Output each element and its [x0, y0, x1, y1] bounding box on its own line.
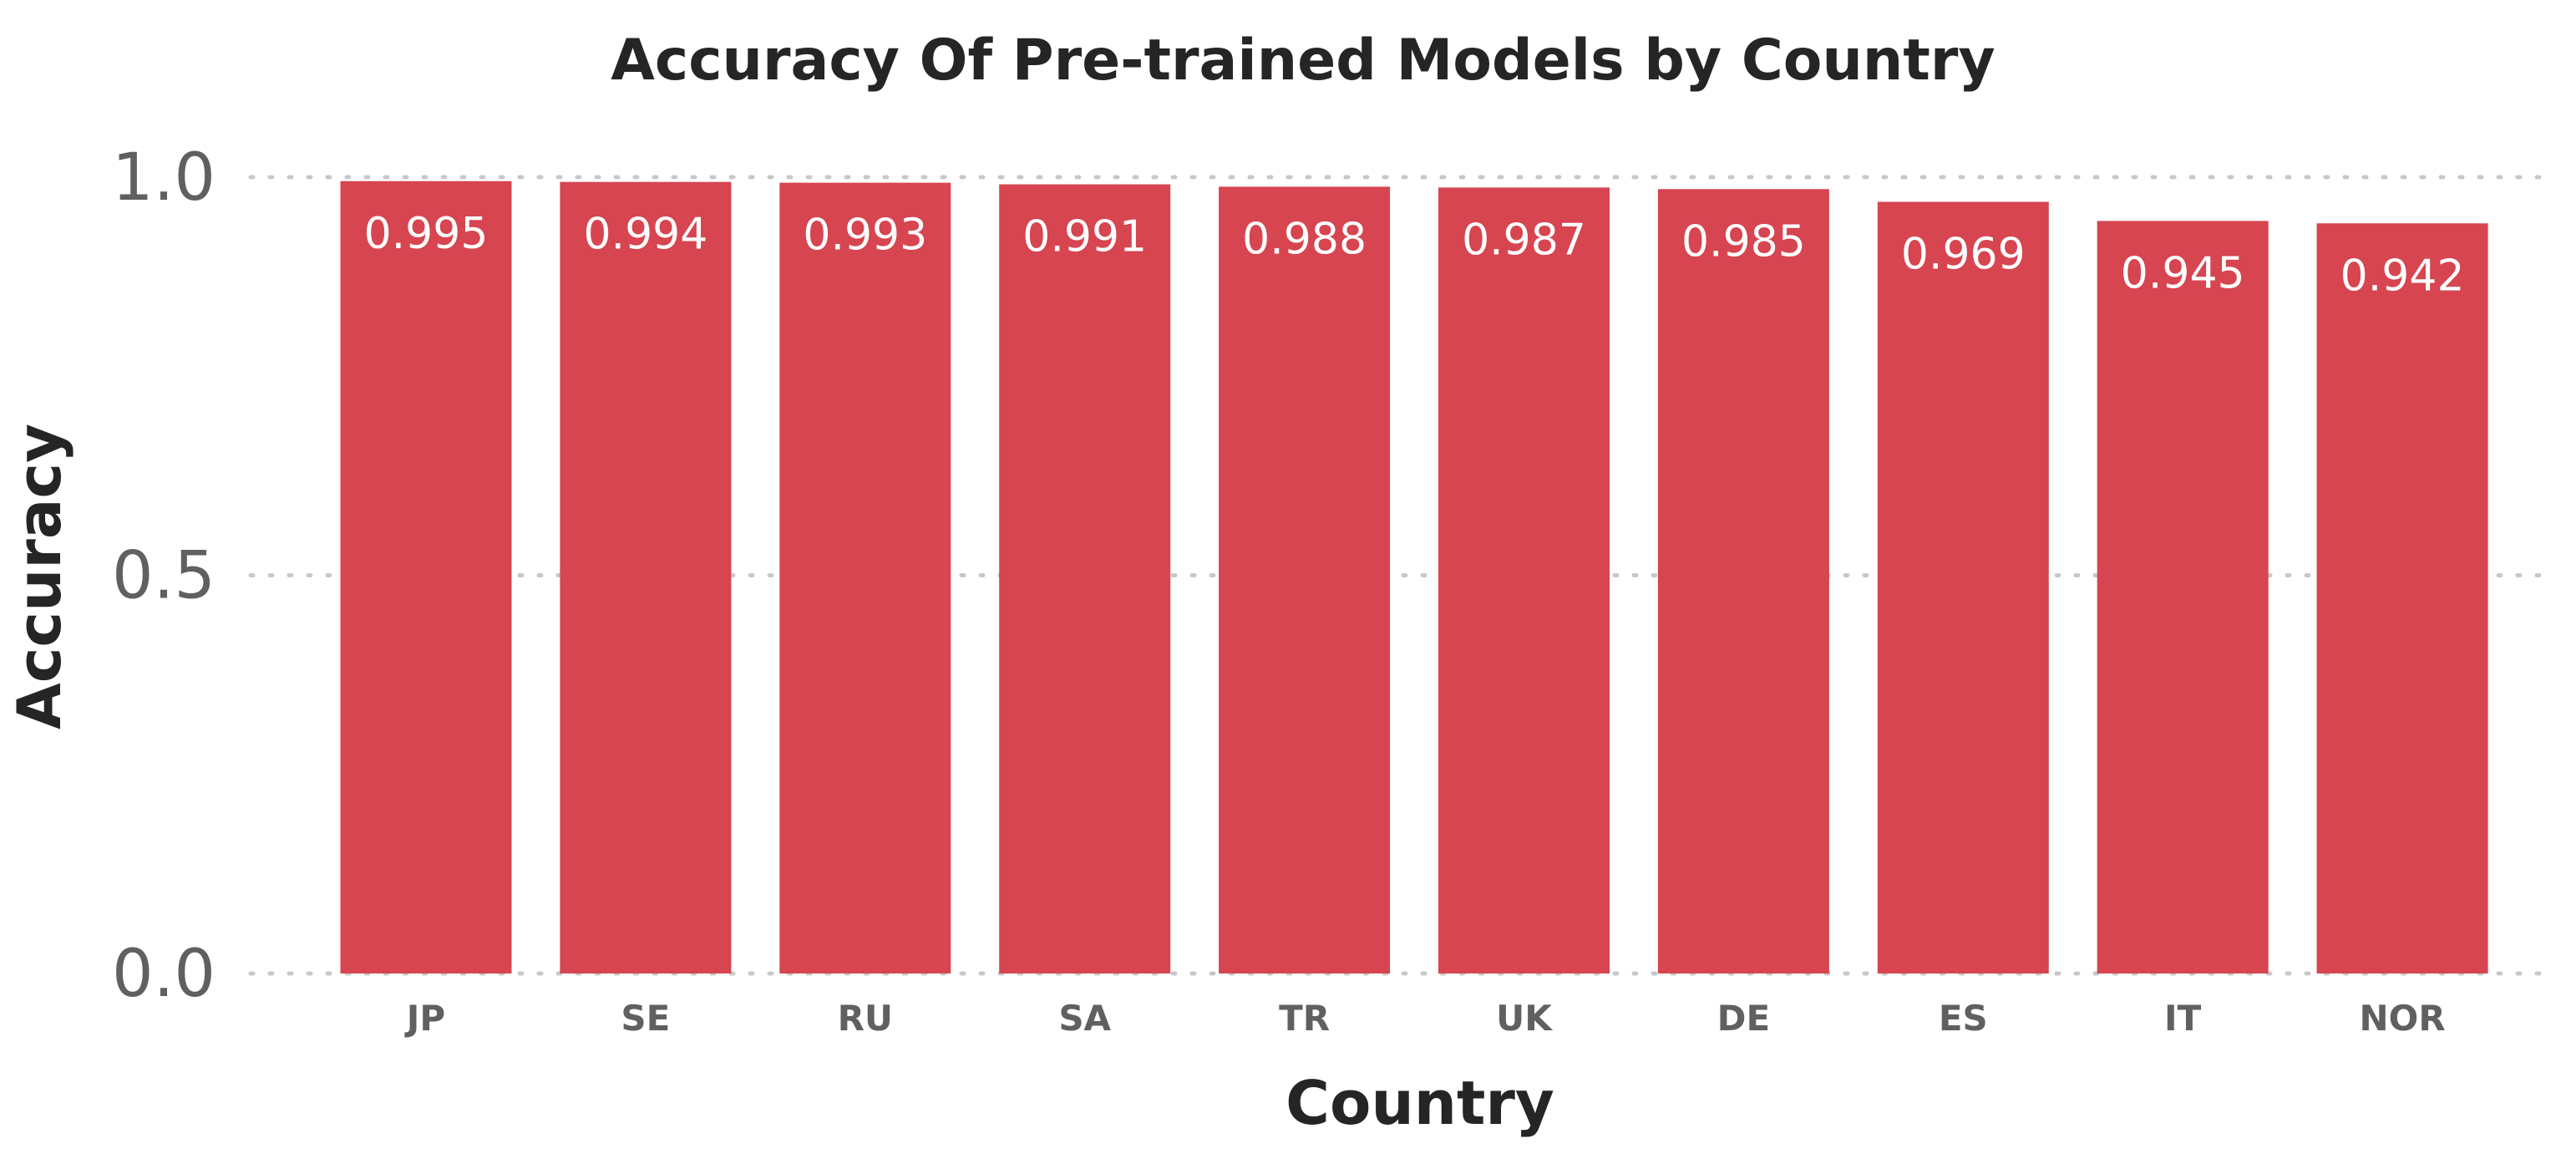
data-label-nor: 0.942 — [2340, 251, 2465, 301]
x-axis-title: Country — [1285, 1068, 1554, 1138]
data-label-uk: 0.987 — [1462, 215, 1586, 265]
bar-tr — [1219, 186, 1391, 973]
x-tick-label-ru: RU — [838, 998, 893, 1039]
x-tick-label-it: IT — [2164, 998, 2202, 1039]
bar-es — [1877, 201, 2049, 974]
bars — [340, 180, 2488, 974]
data-label-se: 0.994 — [583, 210, 707, 260]
x-axis-ticks: JP SE RU SA TR UK DE ES IT NOR — [404, 998, 2446, 1039]
bar-sa — [999, 184, 1171, 973]
x-tick-label-de: DE — [1717, 998, 1771, 1039]
bar-nor — [2316, 223, 2488, 973]
x-tick-label-tr: TR — [1279, 998, 1330, 1039]
y-tick-label: 0.5 — [112, 539, 216, 614]
y-axis-ticks: 0.0 0.5 1.0 — [112, 140, 216, 1012]
bar-uk — [1438, 187, 1610, 973]
chart-title: Accuracy Of Pre-trained Models by Countr… — [611, 28, 1995, 94]
x-tick-label-se: SE — [621, 998, 670, 1039]
y-tick-label: 1.0 — [112, 140, 216, 216]
data-labels: 0.995 0.994 0.993 0.991 0.988 0.987 0.985 0.969… — [364, 209, 2465, 302]
data-label-es: 0.969 — [1901, 230, 2026, 280]
bar-ru — [779, 182, 951, 973]
bar-jp — [340, 180, 512, 973]
y-tick-label: 0.0 — [112, 937, 216, 1012]
data-label-tr: 0.988 — [1242, 214, 1367, 264]
data-label-it: 0.945 — [2121, 248, 2245, 298]
bar-de — [1657, 189, 1829, 974]
y-axis-title: Accuracy — [4, 424, 74, 729]
x-tick-label-jp: JP — [404, 998, 445, 1039]
data-label-de: 0.985 — [1681, 216, 1806, 267]
bar-it — [2097, 221, 2269, 973]
data-label-ru: 0.993 — [803, 211, 927, 261]
x-tick-label-uk: UK — [1496, 998, 1553, 1039]
x-tick-label-nor: NOR — [2359, 998, 2445, 1039]
bar-se — [560, 181, 732, 973]
x-tick-label-sa: SA — [1058, 998, 1111, 1039]
x-tick-label-es: ES — [1939, 998, 1988, 1039]
data-label-sa: 0.991 — [1022, 212, 1147, 262]
data-label-jp: 0.995 — [364, 209, 489, 259]
